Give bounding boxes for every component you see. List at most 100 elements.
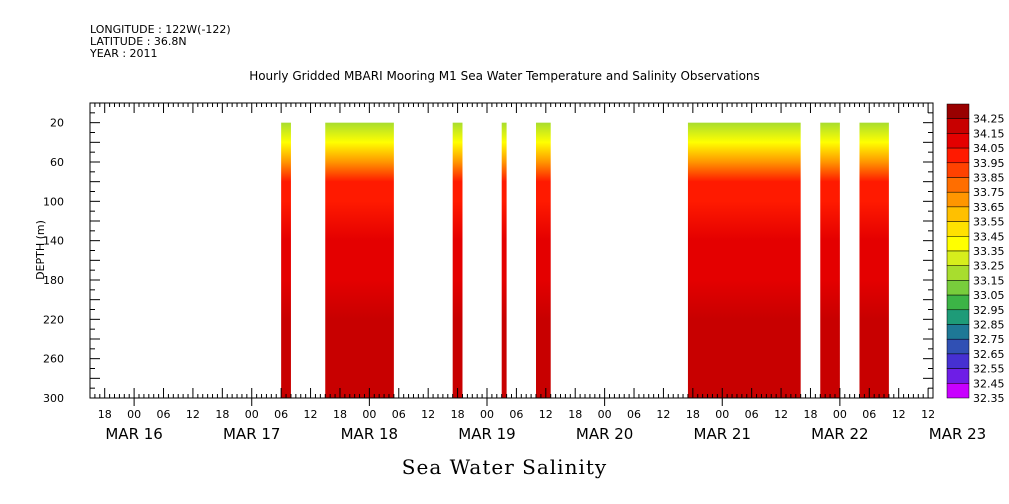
chart-title: Hourly Gridded MBARI Mooring M1 Sea Wate… bbox=[249, 69, 760, 83]
colorbar-label: 34.05 bbox=[973, 142, 1005, 155]
year-label: YEAR : 2011 bbox=[90, 47, 158, 60]
variable-title: Sea Water Salinity bbox=[401, 455, 608, 479]
x-tick-label: 18 bbox=[686, 408, 700, 421]
x-day-label: MAR 20 bbox=[576, 425, 633, 443]
x-day-label: MAR 17 bbox=[223, 425, 280, 443]
colorbar-swatch bbox=[946, 338, 970, 355]
colorbar-swatch bbox=[946, 280, 970, 296]
colorbar-label: 33.65 bbox=[973, 201, 1005, 214]
x-tick-label: 18 bbox=[568, 408, 582, 421]
y-tick-label: 220 bbox=[43, 313, 64, 326]
x-tick-label: 12 bbox=[186, 408, 200, 421]
x-tick-label: 06 bbox=[745, 408, 759, 421]
x-tick-label: 06 bbox=[392, 408, 406, 421]
colorbar-label: 32.75 bbox=[973, 333, 1005, 346]
x-tick-label: 12 bbox=[656, 408, 670, 421]
data-stripe bbox=[687, 122, 801, 399]
x-tick-label: 18 bbox=[98, 408, 112, 421]
data-stripe bbox=[281, 122, 291, 399]
y-tick-label: 60 bbox=[50, 156, 64, 169]
colorbar-label: 33.75 bbox=[973, 186, 1005, 199]
colorbar-label: 32.65 bbox=[973, 348, 1005, 361]
x-day-label: MAR 23 bbox=[929, 425, 986, 443]
x-tick-label: 18 bbox=[451, 408, 465, 421]
x-tick-label: 12 bbox=[421, 408, 435, 421]
x-tick-label: 12 bbox=[304, 408, 318, 421]
x-tick-label: 00 bbox=[715, 408, 729, 421]
colorbar-swatch bbox=[946, 368, 970, 384]
colorbar-label: 32.45 bbox=[973, 377, 1005, 390]
y-tick-label: 100 bbox=[43, 195, 64, 208]
x-tick-label: 18 bbox=[215, 408, 229, 421]
colorbar-swatch bbox=[946, 177, 970, 193]
data-stripe bbox=[820, 122, 840, 399]
x-day-label: MAR 22 bbox=[811, 425, 868, 443]
colorbar-swatch bbox=[946, 191, 970, 208]
colorbar-label: 33.25 bbox=[973, 260, 1005, 273]
y-tick-label: 20 bbox=[50, 117, 64, 130]
latitude-label: LATITUDE : 36.8N bbox=[90, 35, 187, 48]
y-tick-label: 180 bbox=[43, 274, 64, 287]
y-tick-label: 300 bbox=[43, 392, 64, 405]
colorbar-swatch bbox=[946, 147, 970, 164]
colorbar-label: 33.55 bbox=[973, 216, 1005, 229]
x-tick-label: 00 bbox=[245, 408, 259, 421]
data-stripe bbox=[452, 122, 463, 399]
colorbar-label: 33.35 bbox=[973, 245, 1005, 258]
data-stripe bbox=[501, 122, 507, 399]
y-tick-label: 260 bbox=[43, 353, 64, 366]
x-tick-label: 18 bbox=[333, 408, 347, 421]
colorbar-swatch bbox=[946, 324, 970, 340]
x-tick-label: 00 bbox=[598, 408, 612, 421]
colorbar-label: 34.25 bbox=[973, 113, 1005, 126]
x-tick-label: 12 bbox=[774, 408, 788, 421]
x-tick-label: 06 bbox=[509, 408, 523, 421]
colorbar-label: 32.55 bbox=[973, 363, 1005, 376]
x-day-label: MAR 18 bbox=[341, 425, 398, 443]
x-tick-label: 00 bbox=[362, 408, 376, 421]
colorbar-swatch bbox=[946, 250, 970, 266]
y-axis-label: DEPTH (m) bbox=[34, 220, 47, 280]
longitude-label: LONGITUDE : 122W(-122) bbox=[90, 23, 231, 36]
colorbar-label: 33.95 bbox=[973, 157, 1005, 170]
colorbar-label: 33.05 bbox=[973, 289, 1005, 302]
colorbar-label: 32.35 bbox=[973, 392, 1005, 405]
colorbar-swatch bbox=[946, 162, 970, 178]
x-tick-label: 00 bbox=[127, 408, 141, 421]
data-stripe bbox=[536, 122, 551, 399]
x-tick-label: 12 bbox=[539, 408, 553, 421]
colorbar-label: 33.15 bbox=[973, 274, 1005, 287]
colorbar-label: 33.45 bbox=[973, 230, 1005, 243]
colorbar-label: 33.85 bbox=[973, 172, 1005, 185]
data-stripe bbox=[325, 122, 394, 399]
colorbar-swatch bbox=[946, 353, 970, 369]
plot-area bbox=[90, 103, 933, 398]
x-tick-label: 00 bbox=[480, 408, 494, 421]
x-day-label: MAR 21 bbox=[694, 425, 751, 443]
colorbar-swatch bbox=[946, 383, 970, 399]
x-tick-label: 06 bbox=[862, 408, 876, 421]
colorbar-swatch bbox=[946, 206, 970, 222]
data-stripe bbox=[859, 122, 889, 399]
colorbar-label: 32.85 bbox=[973, 319, 1005, 332]
x-tick-label: 00 bbox=[833, 408, 847, 421]
colorbar-swatch bbox=[946, 309, 970, 325]
y-tick-label: 140 bbox=[43, 235, 64, 248]
colorbar-swatch bbox=[946, 103, 970, 119]
x-tick-label: 18 bbox=[803, 408, 817, 421]
x-day-label: MAR 19 bbox=[458, 425, 515, 443]
colorbar-swatch bbox=[946, 265, 970, 281]
x-tick-label: 12 bbox=[921, 408, 935, 421]
colorbar-label: 32.95 bbox=[973, 304, 1005, 317]
x-tick-label: 06 bbox=[627, 408, 641, 421]
colorbar-swatch bbox=[946, 118, 970, 134]
x-tick-label: 06 bbox=[274, 408, 288, 421]
colorbar-swatch bbox=[946, 133, 970, 149]
colorbar-swatch bbox=[946, 221, 970, 237]
x-day-label: MAR 16 bbox=[105, 425, 162, 443]
x-tick-label: 06 bbox=[157, 408, 171, 421]
x-tick-label: 12 bbox=[892, 408, 906, 421]
colorbar-swatch bbox=[946, 294, 970, 311]
colorbar-label: 34.15 bbox=[973, 127, 1005, 140]
